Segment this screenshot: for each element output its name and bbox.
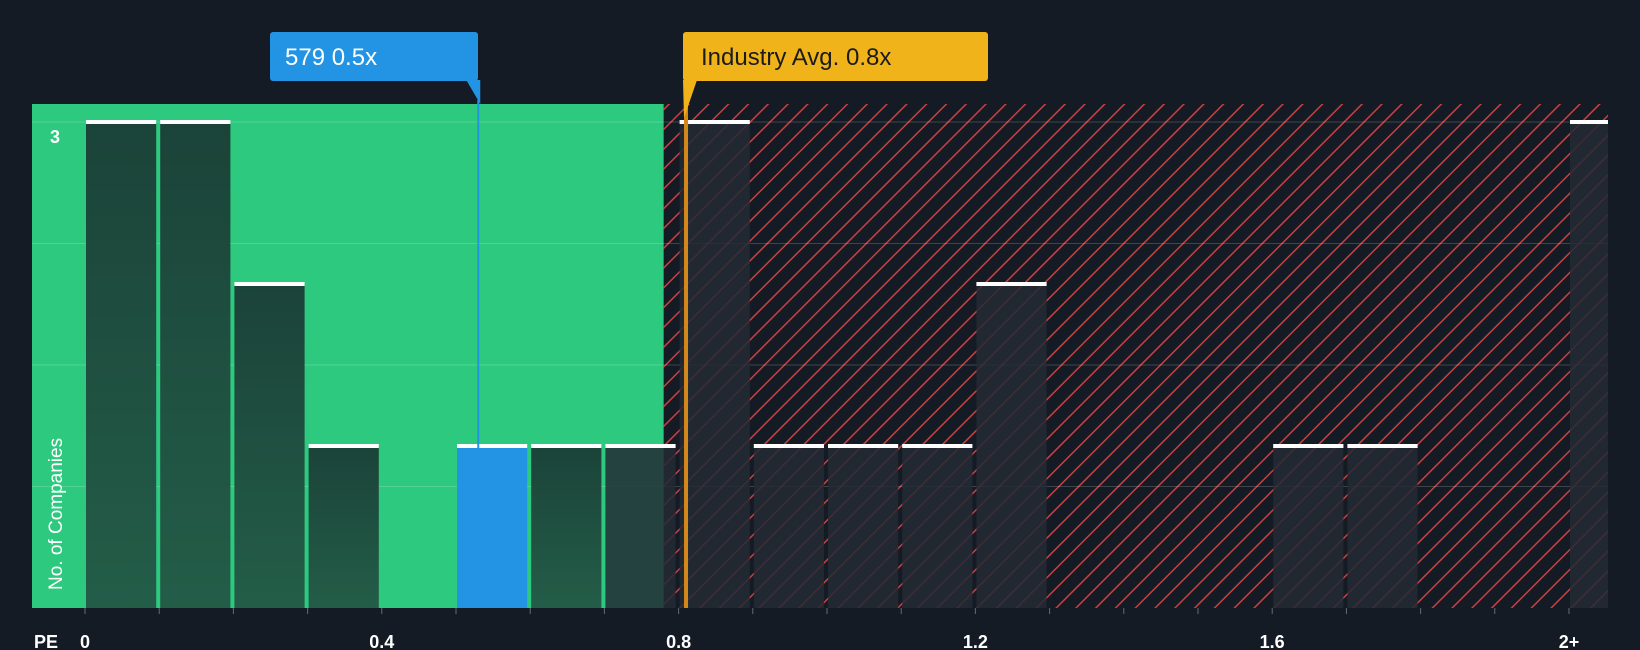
industry-callout-label: Industry Avg. 0.8x	[701, 44, 891, 71]
x-axis-title: PE	[34, 632, 58, 650]
histogram-bar	[828, 446, 899, 608]
x-tick-label: 0.4	[369, 632, 394, 650]
company-callout-label: 579 0.5x	[285, 44, 377, 71]
bar-cap	[308, 444, 379, 448]
histogram-bar	[902, 446, 973, 608]
x-tick-label: 1.2	[963, 632, 988, 650]
bar-cap	[86, 120, 157, 124]
x-tick-label: 0.8	[666, 632, 691, 650]
histogram-bar	[1273, 446, 1344, 608]
bar-cap	[605, 444, 676, 448]
x-axis: 0 0.4 0.8 1.2 1.6 2+	[80, 608, 1579, 650]
histogram-bar	[234, 284, 305, 608]
bar-cap	[679, 120, 750, 124]
industry-callout: Industry Avg. 0.8x	[683, 32, 988, 118]
bar-cap	[1273, 444, 1344, 448]
bar-cap	[234, 282, 305, 286]
histogram-bar	[160, 122, 231, 608]
industry-callout-pointer	[683, 80, 697, 118]
y-tick-label: 3	[50, 127, 60, 147]
company-callout: 579 0.5x	[270, 32, 481, 104]
y-axis-title: No. of Companies	[46, 438, 67, 590]
histogram-bar	[976, 284, 1047, 608]
histogram-bar	[605, 446, 676, 608]
bar-cap	[902, 444, 973, 448]
histogram-bar	[1347, 446, 1418, 608]
histogram-bar	[531, 446, 602, 608]
x-tick-label: 0	[80, 632, 90, 650]
x-tick-label: 1.6	[1260, 632, 1285, 650]
histogram-bar	[1570, 122, 1608, 608]
histogram-bars	[86, 120, 1608, 608]
highlight-bar	[457, 446, 528, 608]
histogram-bar	[308, 446, 379, 608]
bar-cap	[976, 282, 1047, 286]
histogram-bar	[753, 446, 824, 608]
histogram-bar	[86, 122, 157, 608]
company-callout-pointer	[466, 80, 481, 104]
bar-cap	[160, 120, 231, 124]
industry-callout-box	[683, 32, 988, 81]
bar-cap	[828, 444, 899, 448]
company-callout-box	[270, 32, 478, 81]
bar-cap	[753, 444, 824, 448]
histogram-bar	[679, 122, 750, 608]
bar-cap	[531, 444, 602, 448]
bar-cap	[1570, 120, 1608, 124]
bar-cap	[1347, 444, 1418, 448]
x-tick-label: 2+	[1559, 632, 1580, 650]
bar-cap	[457, 444, 528, 448]
